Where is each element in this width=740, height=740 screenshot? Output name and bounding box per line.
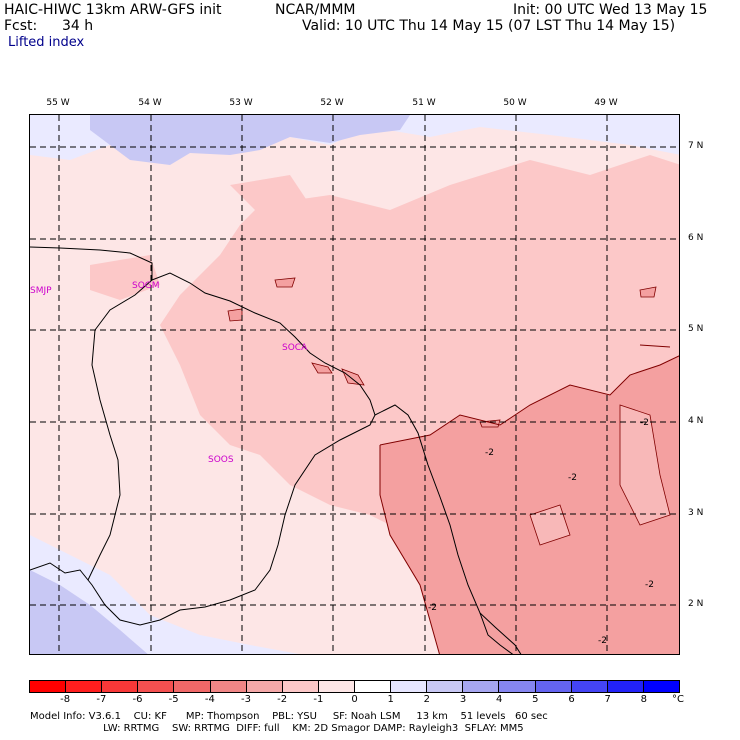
lon-label: 55 W	[46, 98, 70, 108]
colorbar-swatch	[65, 681, 102, 692]
colorbar-tick-label: -1	[313, 694, 324, 705]
colorbar-swatch	[462, 681, 499, 692]
colorbar-tick-label: 3	[459, 694, 467, 705]
li-neg1-patch	[230, 175, 310, 225]
contour-label: -2	[568, 473, 577, 483]
lat-label: 2 N	[688, 599, 704, 609]
valid-time: Valid: 10 UTC Thu 14 May 15 (07 LST Thu …	[302, 18, 676, 34]
model-info-line1: Model Info: V3.6.1 CU: KF MP: Thompson P…	[30, 711, 548, 722]
lon-label: 49 W	[594, 98, 618, 108]
model-title: HAIC-HIWC 13km ARW-GFS init	[4, 2, 222, 18]
colorbar-swatch	[390, 681, 427, 692]
lat-label: 7 N	[688, 141, 704, 151]
li-neg2-hole	[530, 505, 570, 545]
li-cell	[639, 286, 657, 298]
contour-minus2	[529, 504, 571, 546]
colorbar-tick-label: -4	[204, 694, 215, 705]
contour-minus2	[379, 445, 440, 654]
li-neg2-region	[380, 355, 679, 654]
contour-minus2	[639, 344, 671, 348]
lon-label: 54 W	[138, 98, 162, 108]
colorbar-swatch	[209, 681, 246, 692]
li-cell	[274, 277, 296, 288]
colorbar-tick-label: 1	[387, 694, 394, 705]
amazon-coast	[479, 612, 514, 654]
colorbar-tick-label: -2	[277, 694, 288, 705]
border-brazil	[30, 414, 376, 626]
colorbar-tick-label: 6	[568, 694, 575, 705]
colorbar-tick-label: 8	[640, 694, 648, 705]
lon-label: 52 W	[320, 98, 344, 108]
station-sogm: SOGM	[132, 281, 160, 291]
contour-label: -2	[428, 603, 437, 613]
colorbar-tick-label: -3	[241, 694, 251, 705]
station-soos: SOOS	[208, 455, 234, 465]
colorbar-swatch	[426, 681, 463, 692]
colorbar-swatch	[606, 681, 643, 692]
station-soca: SOCA	[282, 343, 308, 353]
lifted-index-map: -2 -2 -2 -2 -2 -2 SMJP SOGM S	[30, 115, 679, 654]
contour-minus2	[619, 404, 671, 526]
colorbar-tick-label: 4	[495, 694, 503, 705]
forecast-hour: 34 h	[62, 18, 94, 34]
li-cell	[311, 362, 333, 374]
lat-label: 6 N	[688, 233, 704, 243]
forecast-label: Fcst:	[4, 18, 38, 34]
colorbar-swatch	[137, 681, 174, 692]
model-info-line2: LW: RRTMG SW: RRTMG DIFF: full KM: 2D Sm…	[30, 723, 524, 734]
colorbar-swatch	[534, 681, 571, 692]
li-positive-north-strong	[90, 115, 410, 165]
contour-label: -2	[645, 580, 654, 590]
border-suriname-guyane	[87, 263, 153, 581]
colorbar-swatch	[353, 681, 391, 692]
colorbar-swatch	[498, 681, 535, 692]
org-label: NCAR/MMM	[275, 2, 356, 18]
contour-minus2	[379, 355, 679, 446]
colorbar-swatch	[317, 681, 354, 692]
colorbar-tick-label: 5	[532, 694, 539, 705]
li-cell	[227, 308, 243, 322]
colorbar-swatch	[101, 681, 138, 692]
contour-label: -2	[485, 448, 494, 458]
lat-label: 4 N	[688, 416, 704, 426]
li-cell	[341, 368, 365, 386]
map-panel: -2 -2 -2 -2 -2 -2 SMJP SOGM S	[29, 114, 680, 655]
colorbar-tick-label: 7	[604, 694, 611, 705]
colorbar-swatch	[281, 681, 318, 692]
graticule	[30, 115, 679, 654]
colorbar-tick-label: -5	[168, 694, 179, 705]
lat-label: 5 N	[688, 324, 704, 334]
li-neg2-hole	[620, 405, 670, 525]
lat-label: 3 N	[688, 508, 704, 518]
init-time: Init: 00 UTC Wed 13 May 15	[513, 2, 708, 18]
field-name: Lifted index	[8, 35, 85, 50]
colorbar-tick-label: -6	[132, 694, 143, 705]
colorbar-unit: °C	[672, 694, 684, 705]
station-smjp: SMJP	[30, 286, 52, 296]
colorbar-swatch	[642, 681, 679, 692]
colorbar-tick-label: 0	[351, 694, 358, 705]
colorbar-tick-label: 2	[423, 694, 431, 705]
coastline	[30, 246, 522, 654]
contour-label: -2	[640, 418, 649, 428]
lon-label: 53 W	[229, 98, 253, 108]
lon-label: 50 W	[503, 98, 527, 108]
colorbar-swatch	[30, 681, 66, 692]
colorbar-swatch	[245, 681, 282, 692]
contour-label: -2	[598, 636, 607, 646]
colorbar-ticks: -8 -7 -6 -5 -4 -3 -2 -1 0 1 2 3 4 5 6 7 8	[29, 694, 680, 706]
lon-label: 51 W	[412, 98, 436, 108]
colorbar-tick-label: -8	[60, 694, 71, 705]
colorbar	[29, 680, 680, 693]
colorbar-swatch	[570, 681, 607, 692]
colorbar-tick-label: -7	[96, 694, 107, 705]
colorbar-swatch	[173, 681, 210, 692]
